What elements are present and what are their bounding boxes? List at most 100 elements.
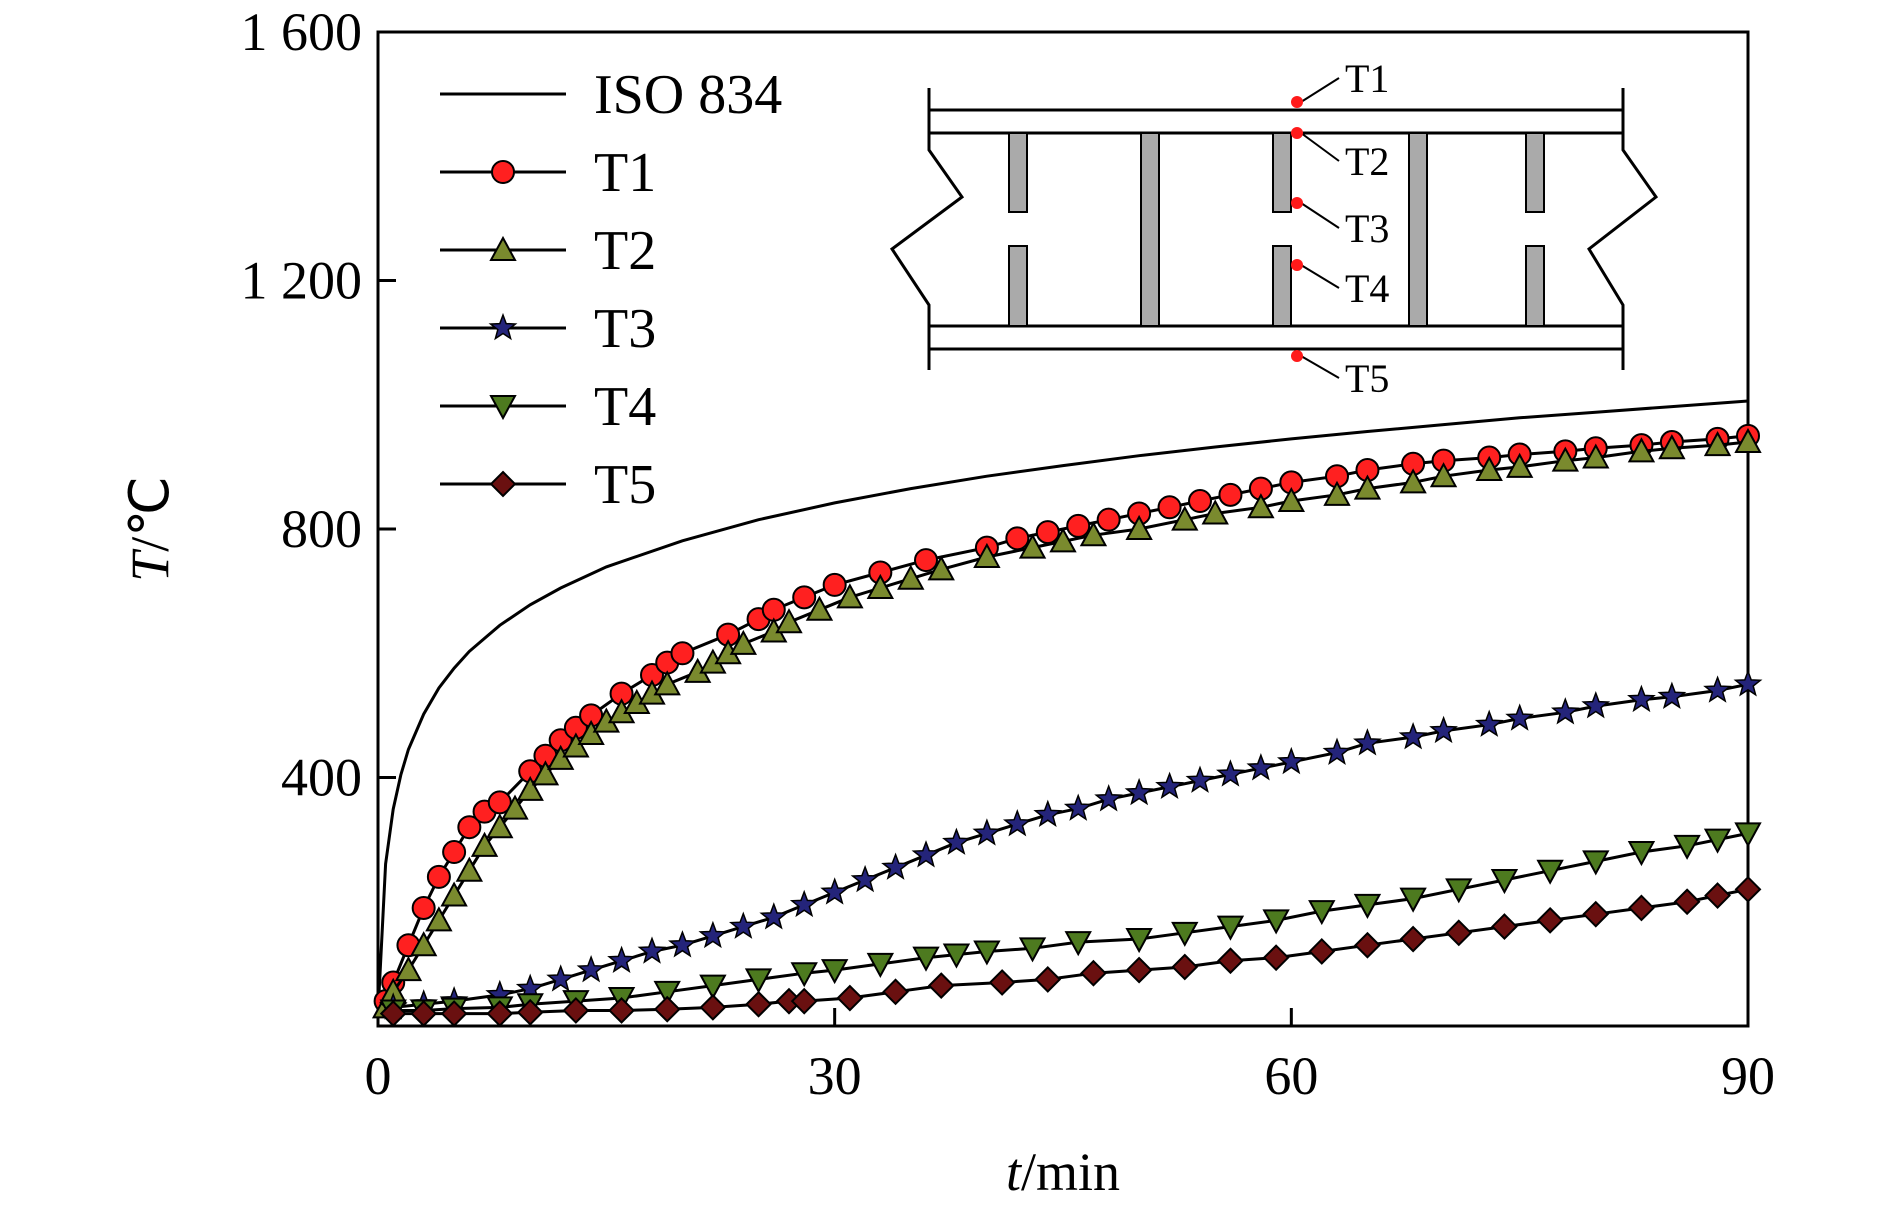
data-point-t2 (1079, 521, 1108, 547)
data-point-t1 (1157, 495, 1182, 520)
data-point-t3 (576, 954, 606, 983)
inset-leader-line (1300, 355, 1340, 379)
y-axis-label-symbol: T (120, 548, 180, 582)
data-point-t5 (1308, 938, 1336, 965)
data-point-t3 (942, 827, 971, 855)
inset-point-t5: T5 (1291, 350, 1389, 401)
legend-label: T5 (594, 454, 656, 516)
inset-point-label: T2 (1345, 139, 1389, 184)
legend-item-t3: T3 (440, 298, 656, 360)
data-point-t4 (942, 943, 971, 969)
data-point-t3 (1505, 703, 1535, 731)
data-point-t3 (546, 964, 576, 992)
data-point-t1 (411, 895, 436, 920)
data-point-t2 (836, 583, 864, 609)
legend-marker (489, 470, 517, 498)
data-point-t4 (744, 968, 773, 994)
data-point-t5 (1673, 888, 1701, 916)
data-point-t4 (1536, 859, 1564, 885)
legend-marker (489, 235, 517, 261)
data-point-t2 (1125, 514, 1153, 540)
inset-leader-line (1300, 132, 1340, 162)
series-group (371, 399, 1763, 1027)
data-point-t3 (1124, 777, 1154, 806)
inset-point-t3: T3 (1291, 197, 1389, 251)
data-point-t3 (1002, 808, 1032, 837)
data-point-t2 (562, 732, 590, 758)
data-point-t5 (1125, 956, 1153, 984)
data-point-t3 (820, 877, 850, 905)
data-point-t2 (1323, 480, 1351, 506)
data-point-t3 (1657, 681, 1687, 710)
data-point-t3 (1094, 784, 1124, 812)
inset-leader-line (1300, 77, 1340, 103)
inset-point-label: T3 (1345, 206, 1389, 251)
data-point-t2 (1475, 455, 1503, 481)
data-point-t2 (440, 881, 468, 907)
data-point-t3 (1550, 697, 1580, 725)
data-point-t4 (1308, 900, 1336, 926)
data-point-t4 (653, 980, 681, 1006)
legend-label: ISO 834 (594, 64, 782, 126)
data-point-t3 (728, 911, 758, 939)
data-point-t1 (457, 815, 482, 840)
data-point-t1 (1035, 520, 1060, 545)
data-point-t4 (1673, 834, 1701, 860)
series-iso-834 (376, 399, 1749, 1014)
data-point-t2 (1201, 499, 1229, 525)
data-point-t1 (1005, 526, 1030, 551)
data-point-t2 (897, 564, 925, 590)
inset-point-label: T4 (1345, 266, 1389, 311)
data-point-t5 (1445, 919, 1473, 947)
data-point-t2 (805, 595, 834, 621)
data-point-t4 (1262, 909, 1290, 935)
y-tick-label: 800 (281, 499, 362, 559)
legend-item-t5: T5 (440, 454, 656, 516)
data-point-t5 (1034, 965, 1062, 993)
data-point-t3 (789, 889, 819, 918)
inset-point-t4: T4 (1291, 259, 1389, 311)
data-point-t2 (866, 573, 895, 600)
data-point-t5 (1354, 931, 1381, 959)
data-point-t2 (577, 719, 605, 746)
data-point-t2 (1658, 434, 1686, 460)
data-point-t1 (1218, 482, 1243, 507)
data-point-t1 (792, 585, 817, 610)
inset-point-marker (1291, 127, 1303, 139)
inset-left-break (889, 88, 965, 370)
data-point-t2 (1505, 452, 1534, 478)
data-point-t3 (972, 818, 1002, 846)
data-point-t4 (1703, 828, 1732, 854)
data-point-t3 (1353, 728, 1382, 756)
series-line-t5 (393, 887, 1749, 1016)
x-axis-label-symbol: t (1006, 1142, 1023, 1202)
x-tick-label: 90 (1721, 1046, 1775, 1106)
data-point-t2 (1247, 493, 1275, 519)
data-point-t3 (1398, 721, 1428, 750)
inset-point-t2: T2 (1291, 127, 1389, 184)
data-point-t3 (1703, 675, 1732, 703)
data-point-t2 (394, 955, 423, 982)
data-point-t1 (1096, 507, 1121, 532)
data-point-t5 (1262, 944, 1290, 972)
data-point-t2 (516, 775, 544, 801)
series-t3 (378, 669, 1763, 1020)
data-point-t4 (790, 962, 818, 988)
data-point-t1 (914, 548, 938, 573)
x-tick-label: 30 (808, 1046, 862, 1106)
data-point-t2 (1171, 505, 1199, 531)
data-point-t2 (1627, 437, 1656, 463)
data-point-t5 (608, 997, 635, 1024)
data-point-t5 (1080, 959, 1107, 987)
data-point-t2 (775, 608, 803, 634)
data-point-t1 (670, 641, 695, 666)
data-point-t2 (729, 629, 758, 655)
data-point-t2 (425, 906, 453, 932)
y-tick-label: 1 600 (241, 2, 363, 62)
data-point-t2 (531, 760, 560, 786)
data-point-t4 (1353, 893, 1382, 919)
data-point-t3 (1216, 759, 1245, 787)
data-point-t4 (1445, 878, 1473, 904)
legend-item-t2: T2 (440, 220, 656, 282)
